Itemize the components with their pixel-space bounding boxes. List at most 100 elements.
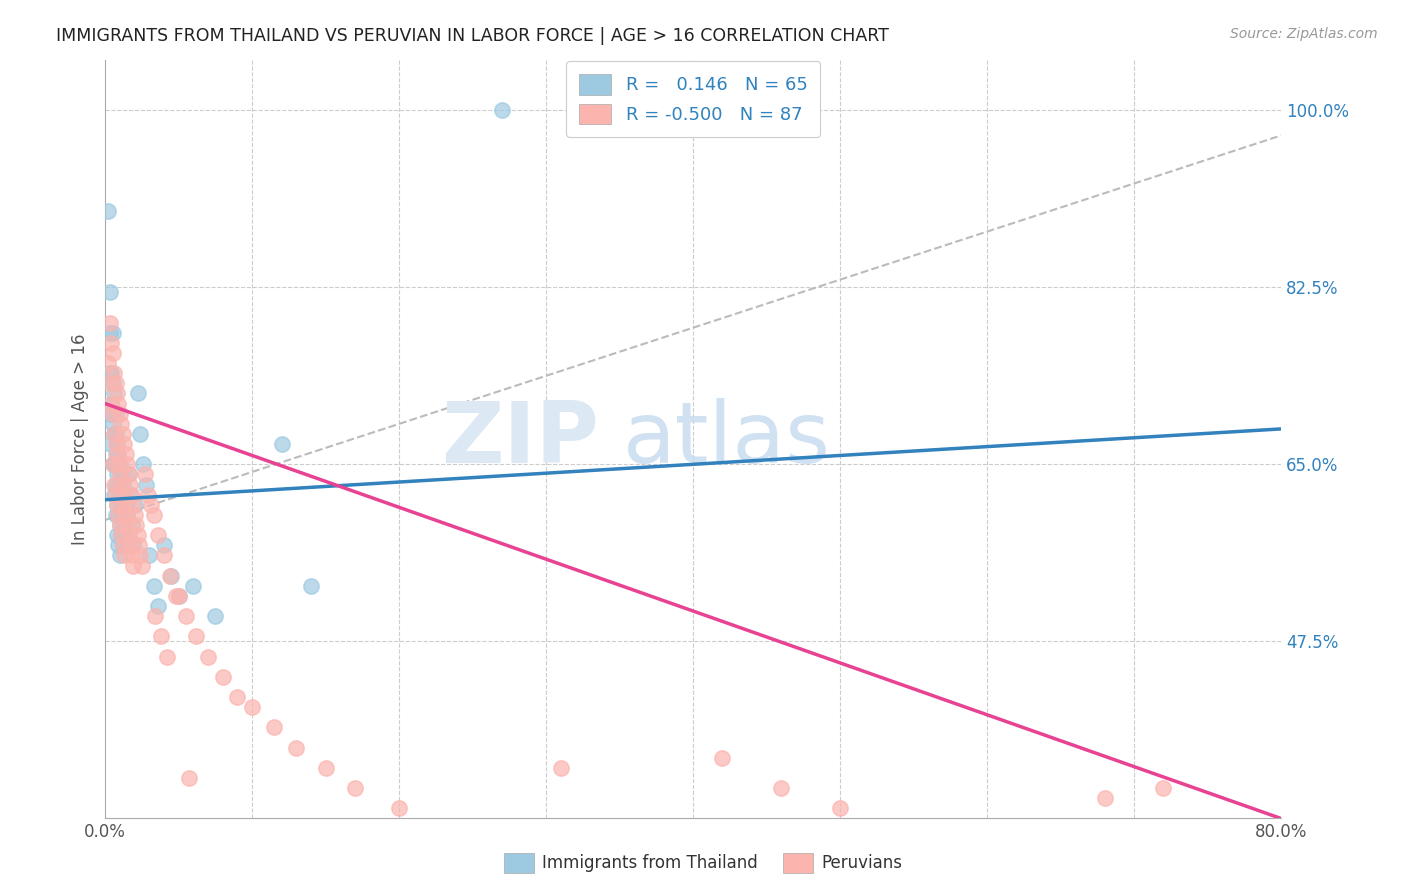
Point xyxy=(107,458,129,472)
Point xyxy=(103,477,125,491)
Point xyxy=(101,407,124,421)
Point xyxy=(112,549,135,563)
Point xyxy=(534,862,557,876)
Point xyxy=(124,498,146,512)
Point xyxy=(112,518,135,533)
Point xyxy=(1005,842,1028,856)
Point xyxy=(828,801,851,815)
Point xyxy=(146,528,169,542)
Point xyxy=(136,488,159,502)
Point xyxy=(111,477,134,491)
Point xyxy=(105,467,128,482)
Point xyxy=(132,458,155,472)
Point xyxy=(104,477,127,491)
Point xyxy=(107,538,129,552)
Point xyxy=(111,427,134,442)
Point xyxy=(114,508,136,522)
Point xyxy=(98,326,121,340)
Point xyxy=(98,366,121,380)
Point xyxy=(107,396,129,410)
Point xyxy=(131,558,153,573)
Point xyxy=(491,103,513,118)
Point xyxy=(97,204,120,219)
Point xyxy=(135,477,157,491)
Point xyxy=(103,427,125,442)
Point xyxy=(104,376,127,391)
Point xyxy=(174,609,197,624)
Point xyxy=(112,437,135,451)
Point xyxy=(129,427,152,442)
Point xyxy=(550,761,572,775)
Point xyxy=(150,629,173,643)
Point xyxy=(100,437,122,451)
Point xyxy=(100,396,122,410)
Point xyxy=(159,568,181,582)
Point xyxy=(117,508,139,522)
Point xyxy=(226,690,249,704)
Point xyxy=(177,771,200,785)
Point xyxy=(111,538,134,552)
Point xyxy=(108,488,131,502)
Point xyxy=(111,538,134,552)
Point xyxy=(117,518,139,533)
Point xyxy=(98,376,121,391)
Point xyxy=(104,437,127,451)
Legend: R =   0.146   N = 65, R = -0.500   N = 87: R = 0.146 N = 65, R = -0.500 N = 87 xyxy=(567,61,820,137)
Point xyxy=(711,750,734,764)
Point xyxy=(142,508,165,522)
Point xyxy=(111,488,134,502)
Point xyxy=(104,427,127,442)
Point xyxy=(211,670,233,684)
Point xyxy=(101,458,124,472)
Point xyxy=(104,488,127,502)
Point xyxy=(107,508,129,522)
Point xyxy=(112,498,135,512)
Point xyxy=(100,396,122,410)
Point xyxy=(160,568,183,582)
Point xyxy=(110,477,132,491)
Point xyxy=(101,376,124,391)
Point xyxy=(100,407,122,421)
Point xyxy=(315,761,337,775)
Point xyxy=(128,538,150,552)
Text: atlas: atlas xyxy=(623,398,831,481)
Point xyxy=(101,326,124,340)
Point xyxy=(197,649,219,664)
Legend: Immigrants from Thailand, Peruvians: Immigrants from Thailand, Peruvians xyxy=(498,847,908,880)
Point xyxy=(105,386,128,401)
Point xyxy=(107,508,129,522)
Point xyxy=(103,458,125,472)
Point xyxy=(110,528,132,542)
Point xyxy=(134,467,156,482)
Point xyxy=(122,538,145,552)
Point xyxy=(97,356,120,370)
Point xyxy=(432,822,454,836)
Point xyxy=(121,549,143,563)
Point xyxy=(100,366,122,380)
Point xyxy=(146,599,169,613)
Point xyxy=(138,549,160,563)
Point xyxy=(110,498,132,512)
Point xyxy=(120,488,142,502)
Point xyxy=(108,407,131,421)
Point xyxy=(104,407,127,421)
Point xyxy=(127,386,149,401)
Point xyxy=(165,589,187,603)
Point xyxy=(105,437,128,451)
Point xyxy=(1094,791,1116,805)
Point xyxy=(108,518,131,533)
Point xyxy=(110,528,132,542)
Point xyxy=(122,498,145,512)
Point xyxy=(108,518,131,533)
Point xyxy=(108,549,131,563)
Point xyxy=(263,720,285,734)
Point xyxy=(118,528,141,542)
Point xyxy=(285,740,308,755)
Point xyxy=(183,579,205,593)
Point xyxy=(101,458,124,472)
Point xyxy=(105,498,128,512)
Point xyxy=(142,579,165,593)
Point xyxy=(477,842,499,856)
Point xyxy=(101,346,124,360)
Point xyxy=(104,447,127,461)
